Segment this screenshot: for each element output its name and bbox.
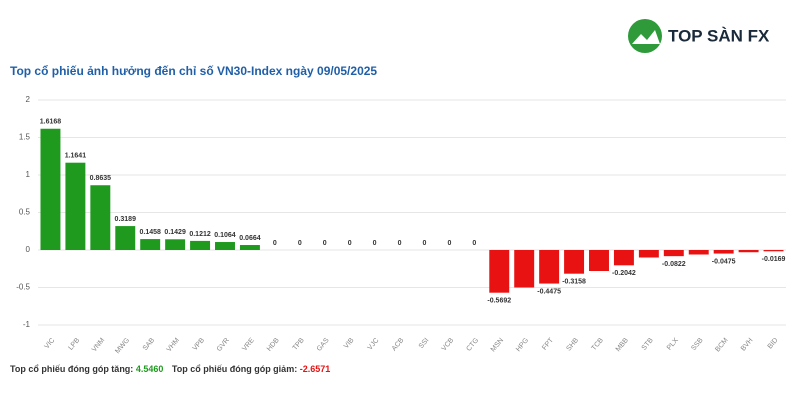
x-tick-label: TCB — [591, 337, 606, 352]
x-tick-label: VNM — [91, 337, 106, 354]
value-label: -0.4475 — [537, 288, 561, 295]
value-label: 0 — [472, 240, 476, 247]
value-label: 0 — [323, 240, 327, 247]
bar — [115, 226, 136, 250]
x-tick-label: SSB — [690, 337, 705, 352]
x-tick-label: PLX — [666, 337, 680, 352]
y-tick-label: 1.5 — [19, 133, 31, 142]
value-label: 0.1212 — [189, 231, 211, 238]
value-label: 1.6168 — [40, 119, 62, 126]
footer-up-label: Top cổ phiếu đóng góp tăng: — [10, 364, 133, 374]
bar — [613, 250, 634, 266]
value-label: 0.1429 — [164, 229, 186, 236]
value-label: 0 — [348, 240, 352, 247]
x-tick-label: HDB — [266, 337, 281, 353]
x-tick-label: HPG — [515, 337, 530, 353]
bar — [140, 239, 161, 250]
x-tick-label: ACB — [391, 337, 406, 353]
value-label: 0 — [298, 240, 302, 247]
x-tick-label: VIB — [343, 337, 356, 350]
value-label: -0.0169 — [762, 256, 786, 263]
x-tick-label: TPB — [292, 337, 306, 352]
footer-up-value: 4.5460 — [136, 364, 164, 374]
value-label: 0.1064 — [214, 232, 236, 239]
value-label: -0.0822 — [662, 261, 686, 268]
x-tick-label: VCB — [441, 337, 456, 353]
x-tick-label: MSN — [490, 337, 505, 353]
value-label: -0.3158 — [562, 279, 586, 286]
value-label: 0 — [398, 240, 402, 247]
value-label: 0 — [273, 240, 277, 247]
x-tick-label: MBB — [615, 337, 630, 353]
x-tick-label: VRE — [241, 337, 256, 353]
y-tick-label: 1 — [26, 170, 31, 179]
logo: TOP SÀN FX — [628, 19, 770, 53]
x-tick-label: SSI — [418, 337, 431, 350]
bar — [663, 250, 684, 257]
x-tick-label: GAS — [316, 337, 331, 353]
bar — [215, 242, 235, 250]
value-label: -0.2042 — [612, 270, 636, 277]
value-label: 0.1458 — [139, 229, 161, 236]
x-tick-label: BCM — [714, 337, 729, 354]
x-tick-label: BID — [767, 337, 780, 350]
bar — [763, 250, 784, 252]
value-label: 0 — [423, 240, 427, 247]
bar — [489, 250, 510, 293]
value-label: 0.8635 — [90, 175, 112, 182]
x-tick-label: VHM — [166, 337, 181, 354]
bar — [713, 250, 734, 254]
value-label: 0.3189 — [115, 216, 137, 223]
x-tick-label: LPB — [67, 337, 81, 352]
x-tick-label: VIC — [44, 337, 57, 350]
value-label: 0.0664 — [239, 235, 261, 242]
value-label: 0 — [447, 240, 451, 247]
y-tick-label: -0.5 — [16, 283, 30, 292]
value-label: 1.1641 — [65, 153, 87, 160]
x-tick-label: SHB — [565, 337, 580, 353]
bar — [190, 240, 211, 250]
x-tick-label: VPB — [192, 337, 207, 352]
bar — [514, 250, 535, 288]
bar — [638, 250, 659, 258]
bar — [688, 250, 709, 255]
bar — [564, 250, 585, 274]
logo-icon — [628, 19, 662, 53]
y-tick-label: 2 — [26, 95, 31, 104]
x-tick-label: STB — [641, 337, 655, 352]
bar — [239, 245, 260, 250]
x-tick-label: VJC — [367, 337, 381, 352]
bar — [65, 162, 86, 250]
bar — [539, 250, 560, 284]
x-tick-label: FPT — [541, 336, 555, 351]
bar — [90, 185, 111, 250]
value-label: 0 — [373, 240, 377, 247]
x-tick-label: GVR — [216, 337, 231, 353]
x-tick-label: BVH — [740, 337, 755, 353]
y-tick-label: 0.5 — [19, 208, 31, 217]
bar — [40, 128, 61, 250]
x-tick-label: SAB — [142, 337, 157, 352]
bar — [165, 239, 186, 250]
logo-text: TOP SÀN FX — [668, 26, 770, 45]
logo-mountain — [632, 30, 660, 44]
bar — [589, 250, 609, 271]
y-tick-label: 0 — [26, 245, 31, 254]
chart-title: Top cổ phiếu ảnh hưởng đến chỉ số VN30-I… — [10, 64, 377, 78]
footer-down-label: Top cổ phiếu đóng góp giảm: — [172, 364, 297, 374]
footer: Top cổ phiếu đóng góp tăng: 4.5460 Top c… — [10, 364, 330, 374]
bar — [738, 250, 759, 253]
value-label: -0.5692 — [487, 298, 511, 305]
value-label: -0.0475 — [712, 258, 736, 265]
y-tick-label: -1 — [23, 320, 31, 329]
x-tick-label: MWG — [114, 337, 131, 355]
x-tick-label: CTG — [465, 337, 480, 353]
footer-down-value: -2.6571 — [300, 364, 331, 374]
